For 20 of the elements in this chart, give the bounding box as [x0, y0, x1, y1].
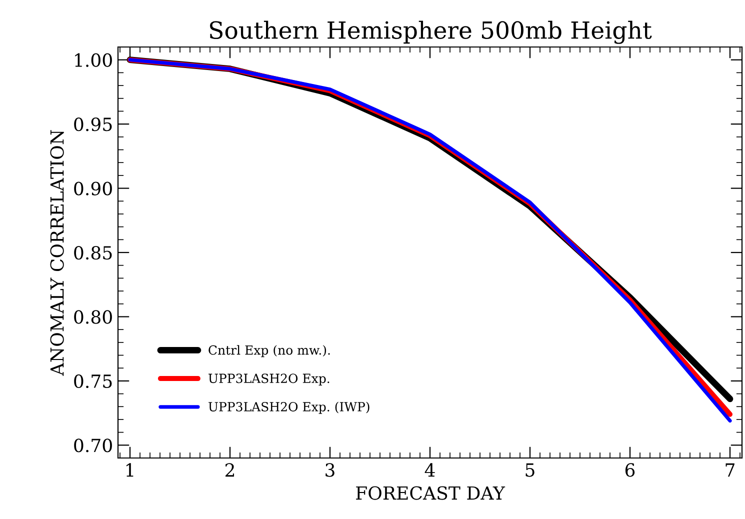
y-tick-label: 0.75 — [74, 374, 112, 388]
legend-label: UPP3LASH2O Exp. (IWP) — [208, 402, 370, 414]
y-tick-label: 0.85 — [74, 246, 112, 260]
y-axis-title: ANOMALY CORRELATION — [50, 130, 64, 376]
x-tick-label: 1 — [126, 463, 134, 477]
x-tick-label: 7 — [726, 463, 734, 477]
legend-label: Cntrl Exp (no mw.). — [208, 345, 330, 358]
y-tick-label: 0.70 — [74, 438, 112, 452]
x-axis-title: FORECAST DAY — [356, 486, 506, 500]
x-tick-label: 6 — [625, 463, 635, 477]
x-tick-label: 3 — [326, 463, 334, 477]
x-tick-label: 4 — [424, 463, 435, 477]
y-tick-label: 0.90 — [74, 182, 112, 196]
legend-label: UPP3LASH2O Exp. — [208, 374, 330, 386]
x-tick-label: 2 — [225, 463, 234, 477]
y-tick-label: 0.95 — [74, 118, 112, 132]
y-tick-label: 0.80 — [74, 310, 112, 324]
chart-title: Southern Hemisphere 500mb Height — [210, 20, 652, 44]
x-tick-label: 5 — [526, 463, 534, 477]
y-tick-label: 1.00 — [75, 53, 112, 67]
